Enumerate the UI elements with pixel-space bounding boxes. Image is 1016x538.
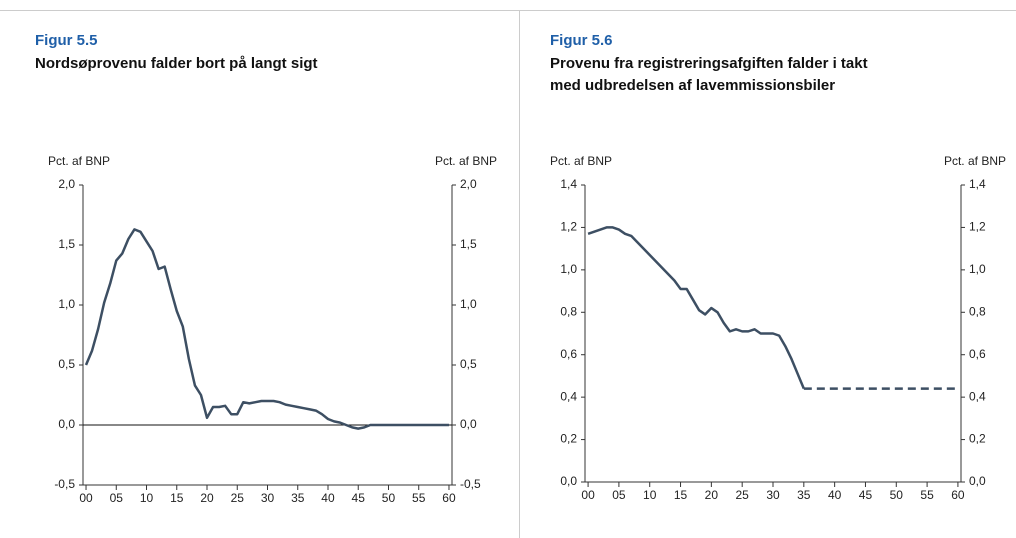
x-tick-label: 05 — [612, 488, 626, 502]
y-tick-label: 0,5 — [58, 357, 75, 371]
x-tick-label: 00 — [79, 491, 93, 505]
y-tick-label: 0,0 — [58, 417, 75, 431]
y2-tick-label: 1,5 — [460, 237, 477, 251]
series-line — [84, 228, 449, 430]
panel-subtitle: Provenu fra registreringsafgiften falder… — [550, 55, 868, 72]
y2-tick-label: 0,8 — [969, 304, 986, 318]
y-tick-label: 0,0 — [560, 474, 577, 488]
x-tick-label: 55 — [412, 491, 426, 505]
x-tick-label: 20 — [200, 491, 214, 505]
x-tick-label: 10 — [643, 488, 657, 502]
x-tick-label: 05 — [110, 491, 124, 505]
x-tick-label: 25 — [231, 491, 245, 505]
x-tick-label: 35 — [291, 491, 305, 505]
y2-tick-label: 0,0 — [460, 417, 477, 431]
x-tick-label: 30 — [766, 488, 780, 502]
y-tick-label: 1,4 — [560, 177, 577, 191]
y2-tick-label: 1,2 — [969, 220, 986, 234]
x-tick-label: 35 — [797, 488, 811, 502]
y-tick-label: 1,2 — [560, 220, 577, 234]
y-tick-label: 1,0 — [560, 262, 577, 276]
x-tick-label: 60 — [951, 488, 965, 502]
y2-tick-label: 0,6 — [969, 347, 986, 361]
x-tick-label: 50 — [890, 488, 904, 502]
y-tick-label: 0,6 — [560, 347, 577, 361]
x-tick-label: 40 — [828, 488, 842, 502]
panel-title: Figur 5.6 — [550, 32, 613, 49]
y-axis-label: Pct. af BNP — [48, 154, 110, 168]
y2-tick-label: 1,4 — [969, 177, 986, 191]
x-tick-label: 40 — [321, 491, 335, 505]
y-axis-label: Pct. af BNP — [550, 154, 612, 168]
x-tick-label: 15 — [674, 488, 688, 502]
y2-tick-label: 0,4 — [969, 389, 986, 403]
x-tick-label: 15 — [170, 491, 184, 505]
y-tick-label: -0,5 — [54, 477, 75, 491]
panel-subtitle: med udbredelsen af lavemmissionsbiler — [550, 77, 835, 94]
y2-tick-label: 1,0 — [969, 262, 986, 276]
x-tick-label: 10 — [140, 491, 154, 505]
y-tick-label: 1,5 — [58, 237, 75, 251]
x-tick-label: 25 — [736, 488, 750, 502]
y-tick-label: 0,2 — [560, 432, 577, 446]
x-tick-label: 50 — [382, 491, 396, 505]
y-tick-label: 0,8 — [560, 304, 577, 318]
y2-tick-label: 1,0 — [460, 297, 477, 311]
x-tick-label: 00 — [581, 488, 595, 502]
y-tick-label: 2,0 — [58, 177, 75, 191]
x-tick-label: 30 — [261, 491, 275, 505]
y2-tick-label: 2,0 — [460, 177, 477, 191]
y2-tick-label: 0,5 — [460, 357, 477, 371]
y2-axis-label: Pct. af BNP — [944, 154, 1006, 168]
x-tick-label: 20 — [705, 488, 719, 502]
y-tick-label: 1,0 — [58, 297, 75, 311]
x-tick-label: 55 — [920, 488, 934, 502]
x-tick-label: 45 — [352, 491, 366, 505]
series-line — [587, 226, 805, 390]
x-tick-label: 45 — [859, 488, 873, 502]
panel-title: Figur 5.5 — [35, 32, 98, 49]
y2-tick-label: -0,5 — [460, 477, 481, 491]
panel-subtitle: Nordsøprovenu falder bort på langt sigt — [35, 55, 318, 72]
x-tick-label: 60 — [442, 491, 456, 505]
y-tick-label: 0,4 — [560, 389, 577, 403]
y2-tick-label: 0,0 — [969, 474, 986, 488]
y2-tick-label: 0,2 — [969, 432, 986, 446]
y2-axis-label: Pct. af BNP — [435, 154, 497, 168]
